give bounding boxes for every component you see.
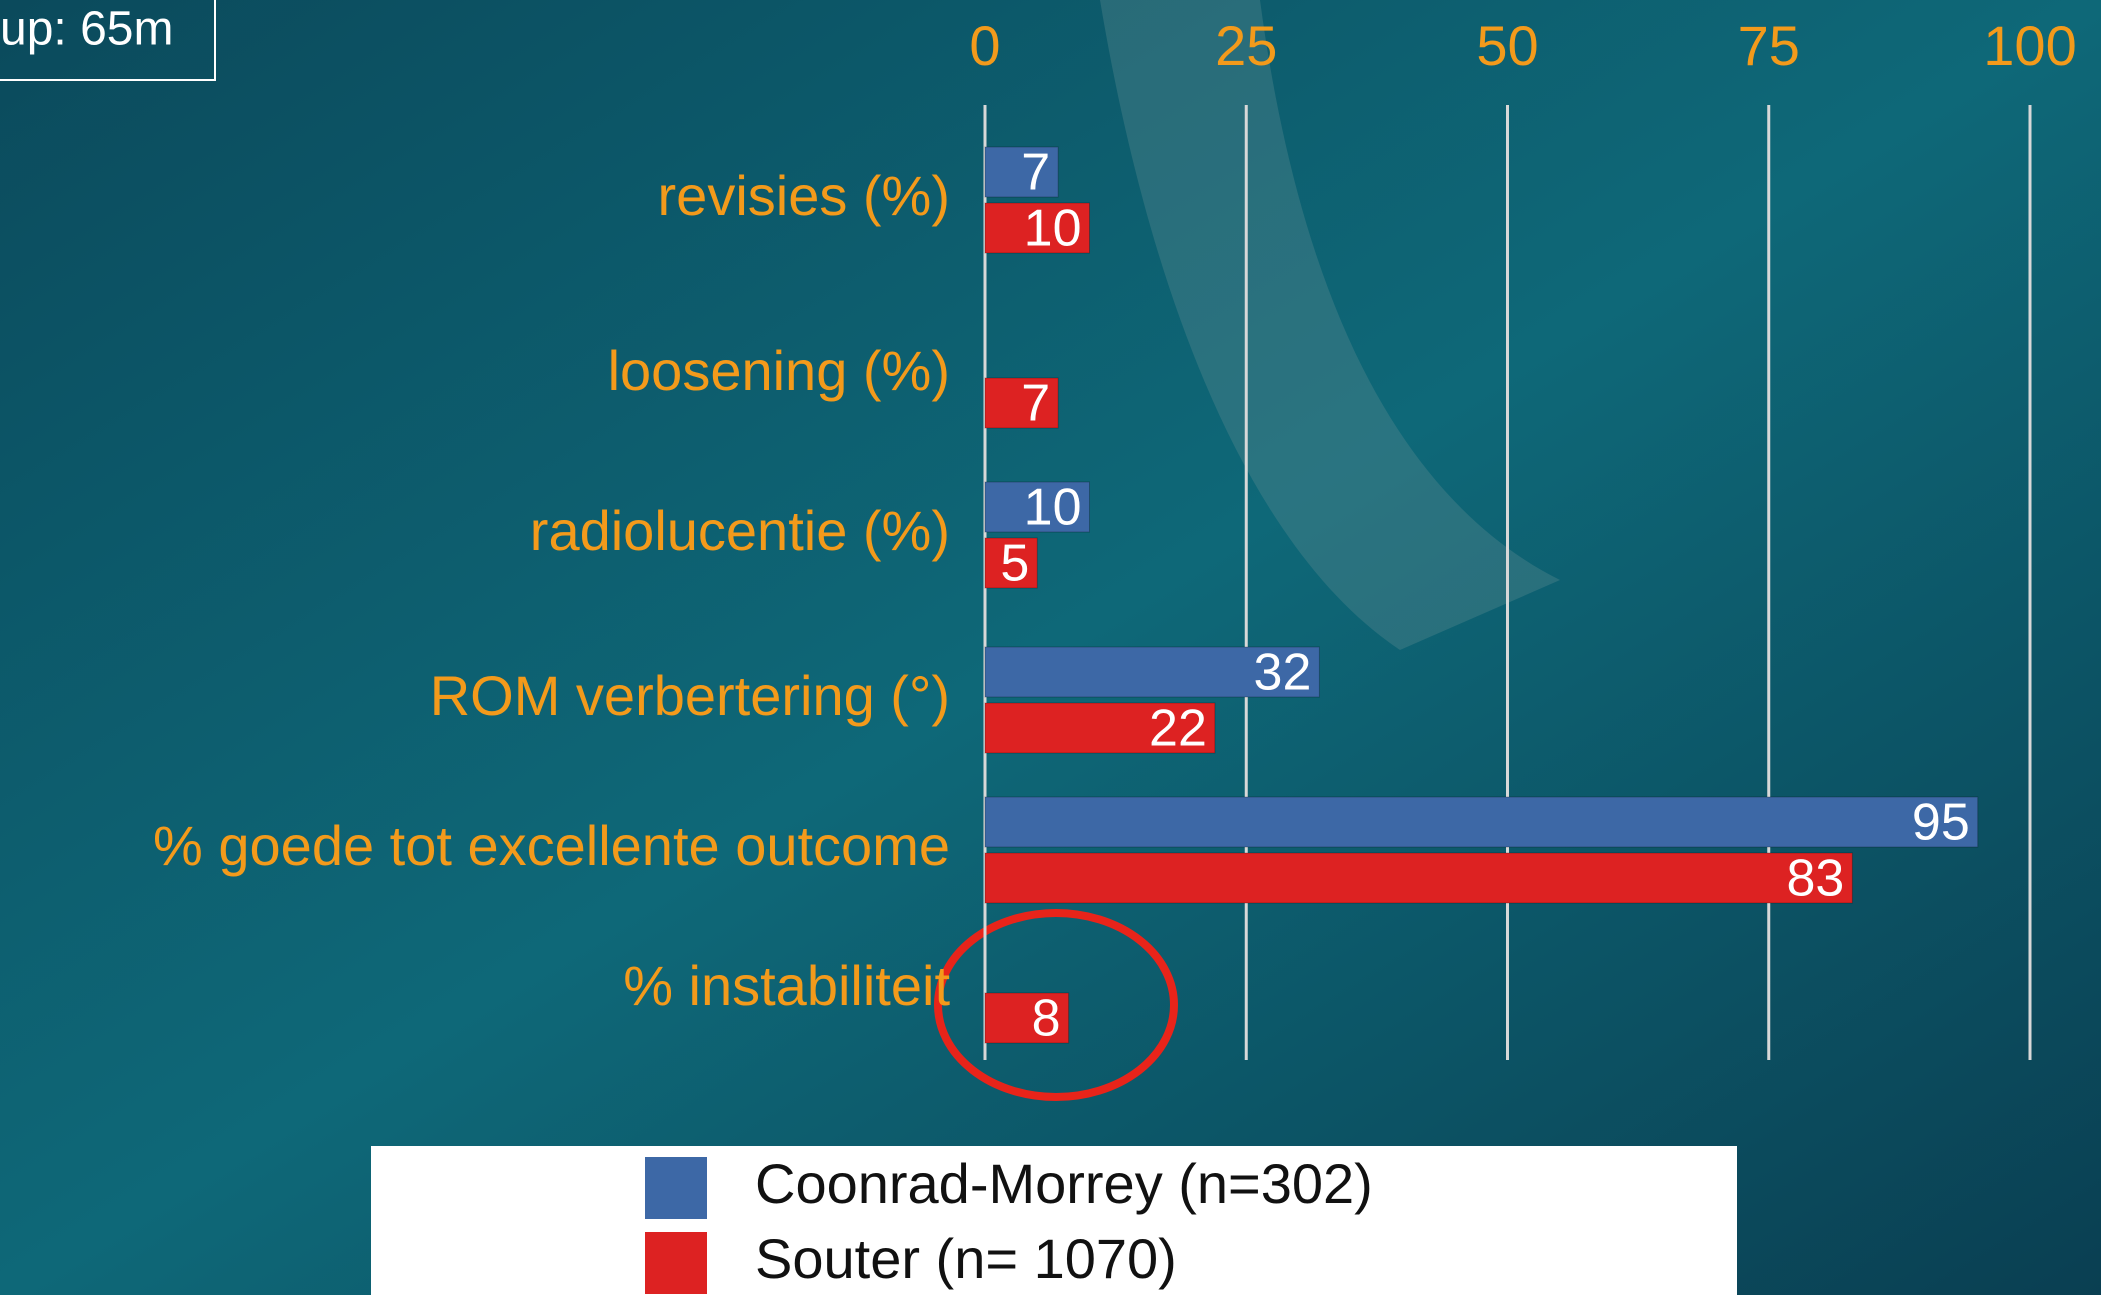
chart: up: 65m 0255075100revisies (%)710looseni… (0, 0, 2101, 1295)
y-tick-label: ROM verbertering (°) (430, 664, 950, 727)
y-tick-label: % instabiliteit (623, 954, 950, 1017)
bar (985, 853, 1852, 903)
x-tick-label: 50 (1476, 14, 1538, 77)
x-tick-label: 0 (969, 14, 1000, 77)
value-label: 95 (1912, 794, 1970, 852)
x-tick-label: 75 (1738, 14, 1800, 77)
value-label: 10 (1024, 200, 1082, 258)
bar (985, 797, 1978, 847)
x-tick-label: 100 (1983, 14, 2076, 77)
x-tick-label: 25 (1215, 14, 1277, 77)
annotation: up: 65m (0, 3, 173, 56)
value-label: 32 (1254, 644, 1312, 702)
y-tick-label: loosening (%) (608, 339, 950, 402)
value-label: 10 (1024, 479, 1082, 537)
value-label: 8 (1032, 990, 1061, 1048)
value-label: 7 (1021, 144, 1050, 202)
legend-swatch (645, 1157, 707, 1219)
value-label: 7 (1021, 375, 1050, 433)
legend-label: Coonrad-Morrey (n=302) (755, 1152, 1373, 1215)
y-tick-label: % goede tot excellente outcome (153, 814, 950, 877)
value-label: 83 (1787, 850, 1845, 908)
legend-label: Souter (n= 1070) (755, 1227, 1177, 1290)
value-label: 22 (1149, 700, 1207, 758)
y-tick-label: revisies (%) (658, 164, 950, 227)
legend-swatch (645, 1232, 707, 1294)
y-tick-label: radiolucentie (%) (530, 499, 950, 562)
value-label: 5 (1000, 535, 1029, 593)
